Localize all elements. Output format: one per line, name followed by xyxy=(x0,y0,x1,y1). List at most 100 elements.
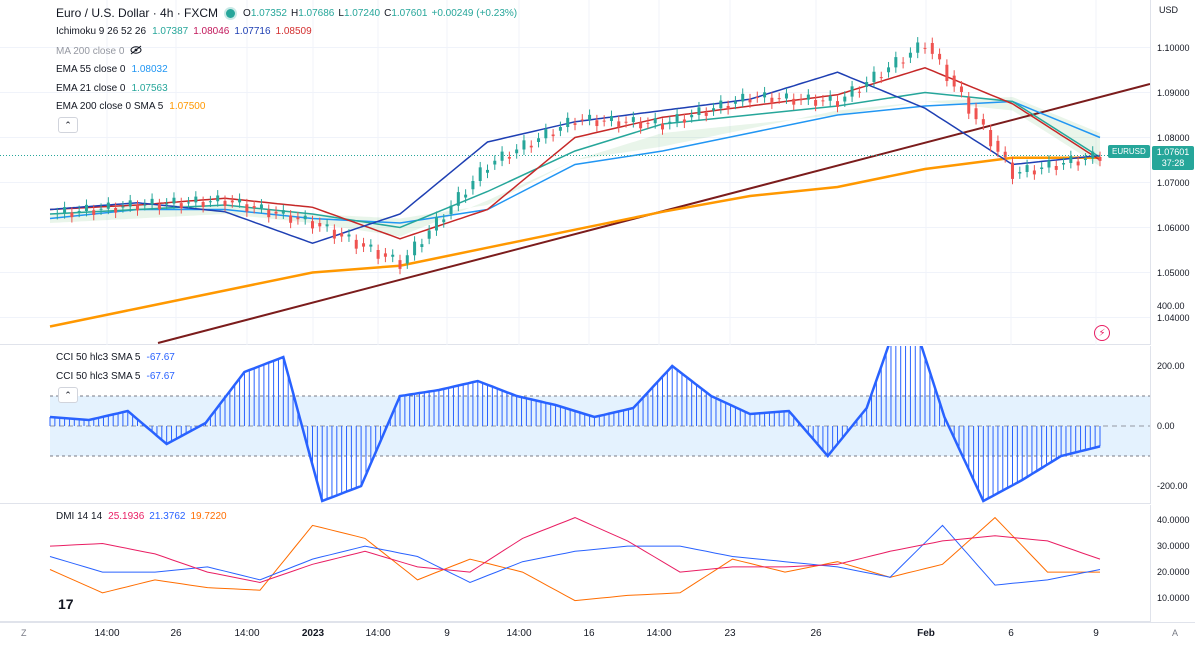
candle xyxy=(872,66,876,88)
candle xyxy=(544,123,548,144)
candle-body xyxy=(981,119,985,125)
legend-ichimoku-value: 1.07716 xyxy=(234,26,271,37)
candle xyxy=(930,37,934,60)
legend-ema21[interactable]: EMA 21 close 0 1.07563 xyxy=(56,83,168,94)
time-axis[interactable]: Z 14:00 26 14:00 2023 14:00 9 14:00 16 14:00 23 26… xyxy=(0,622,1195,646)
candle-body xyxy=(588,114,592,120)
cci-pane[interactable]: CCI 50 hlc3 SMA 5 -67.67 CCI 50 hlc3 SMA… xyxy=(0,346,1150,504)
candle-body xyxy=(770,97,774,104)
legend-ema55[interactable]: EMA 55 close 0 1.08032 xyxy=(56,64,168,75)
candle xyxy=(770,92,774,109)
candle-body xyxy=(595,120,599,127)
axis-tick-label: 20.0000 xyxy=(1157,567,1190,578)
candle xyxy=(1054,160,1058,176)
candle xyxy=(500,146,504,167)
dmi-adx-line xyxy=(49,517,1101,584)
price-axis[interactable]: USD 1.10000 1.09000 1.08000 1.07000 1.06000 1… xyxy=(1150,0,1195,345)
candle-body xyxy=(77,211,81,212)
candle xyxy=(150,193,154,211)
candle-body xyxy=(325,224,329,227)
candle-body xyxy=(697,107,701,115)
legend-cci-2-value: -67.67 xyxy=(146,371,175,382)
cci-chart-canvas[interactable] xyxy=(0,346,1150,504)
candle xyxy=(806,89,810,106)
time-tick-label: 9 xyxy=(444,628,450,639)
ohlc-value: +0.00249 (+0.23%) xyxy=(431,7,518,19)
candle xyxy=(296,211,300,225)
legend-dmi[interactable]: DMI 14 14 25.1936 21.3762 19.7220 xyxy=(56,511,227,522)
candle-body xyxy=(376,250,380,259)
ohlc-value: 1.07601 xyxy=(391,7,428,19)
candle xyxy=(558,121,562,137)
tradingview-logo[interactable]: 17 xyxy=(58,596,74,612)
candle xyxy=(733,96,737,110)
candle xyxy=(143,199,147,211)
candle-body xyxy=(114,208,118,213)
candle xyxy=(63,201,67,219)
timezone-button[interactable]: Z xyxy=(21,628,27,638)
candle-body xyxy=(872,71,876,82)
candle-body xyxy=(996,140,1000,152)
legend-ichimoku[interactable]: Ichimoku 9 26 52 26 1.07387 1.08046 1.0771… xyxy=(56,26,312,37)
candle-body xyxy=(916,42,920,53)
collapse-legend-button[interactable]: ⌃ xyxy=(58,117,78,133)
candle-body xyxy=(252,206,256,208)
candle xyxy=(208,195,212,208)
candle xyxy=(267,204,271,223)
candle-body xyxy=(1098,157,1102,161)
price-chart-pane[interactable]: Euro / U.S. Dollar · 4h · FXCM O1.07352 H… xyxy=(0,0,1150,345)
candle-body xyxy=(55,213,59,215)
candle xyxy=(187,196,191,209)
flash-alert-icon[interactable]: ⚡ xyxy=(1094,325,1110,341)
candle xyxy=(945,59,949,87)
candle-body xyxy=(529,145,533,148)
eye-hidden-icon[interactable] xyxy=(130,45,142,58)
dmi-axis[interactable]: 40.0000 30.0000 20.0000 10.0000 xyxy=(1150,505,1195,622)
candle-body xyxy=(267,209,271,218)
axis-tick-label: 200.00 xyxy=(1157,361,1185,371)
candle-body xyxy=(1062,163,1066,165)
candle xyxy=(887,61,891,78)
symbol-title[interactable]: Euro / U.S. Dollar · 4h · FXCM xyxy=(56,6,219,20)
legend-ema200-name: EMA 200 close 0 SMA 5 xyxy=(56,101,164,112)
candle-body xyxy=(989,130,993,147)
time-tick-label: 14:00 xyxy=(234,628,260,639)
price-chart-canvas[interactable] xyxy=(0,0,1150,345)
legend-ma200[interactable]: MA 200 close 0 xyxy=(56,45,142,58)
currency-label[interactable]: USD xyxy=(1159,5,1179,15)
candle-body xyxy=(806,94,810,100)
legend-cci-2[interactable]: CCI 50 hlc3 SMA 5 -67.67 xyxy=(56,371,175,382)
candle-body xyxy=(624,121,628,123)
candle xyxy=(303,210,307,225)
candle xyxy=(755,91,759,103)
candle xyxy=(486,164,489,179)
candle-body xyxy=(63,207,67,214)
dmi-chart-canvas[interactable] xyxy=(0,505,1150,622)
collapse-cci-legend-button[interactable]: ⌃ xyxy=(58,387,78,403)
candle xyxy=(106,197,110,215)
candle-body xyxy=(558,127,562,131)
time-tick-label: 26 xyxy=(170,628,182,639)
candle xyxy=(92,204,96,221)
cci-axis[interactable]: 400.00 200.00 0.00 -200.00 xyxy=(1150,301,1195,504)
candle-body xyxy=(580,119,584,121)
candle-body xyxy=(413,241,417,256)
candle-body xyxy=(661,123,664,130)
axis-tick-label: 0.00 xyxy=(1157,421,1175,431)
dmi-pane[interactable]: DMI 14 14 25.1936 21.3762 19.7220 17 xyxy=(0,505,1150,622)
time-tick-label: 14:00 xyxy=(365,628,391,639)
candle-body xyxy=(850,86,854,97)
legend-ema200[interactable]: EMA 200 close 0 SMA 5 1.07500 xyxy=(56,101,205,112)
candle-body xyxy=(507,157,511,159)
legend-cci-1[interactable]: CCI 50 hlc3 SMA 5 -67.67 xyxy=(56,352,175,363)
candle-body xyxy=(92,210,96,215)
symbol-price-tag: EURUSD xyxy=(1108,145,1150,158)
candle-body xyxy=(792,98,796,105)
auto-scale-button[interactable]: A xyxy=(1172,628,1179,638)
candle-body xyxy=(383,253,387,257)
candle xyxy=(325,218,329,232)
candle xyxy=(865,76,869,93)
dmi-plus-di-line xyxy=(49,524,1101,586)
candle-body xyxy=(602,120,606,122)
candle xyxy=(449,200,453,220)
